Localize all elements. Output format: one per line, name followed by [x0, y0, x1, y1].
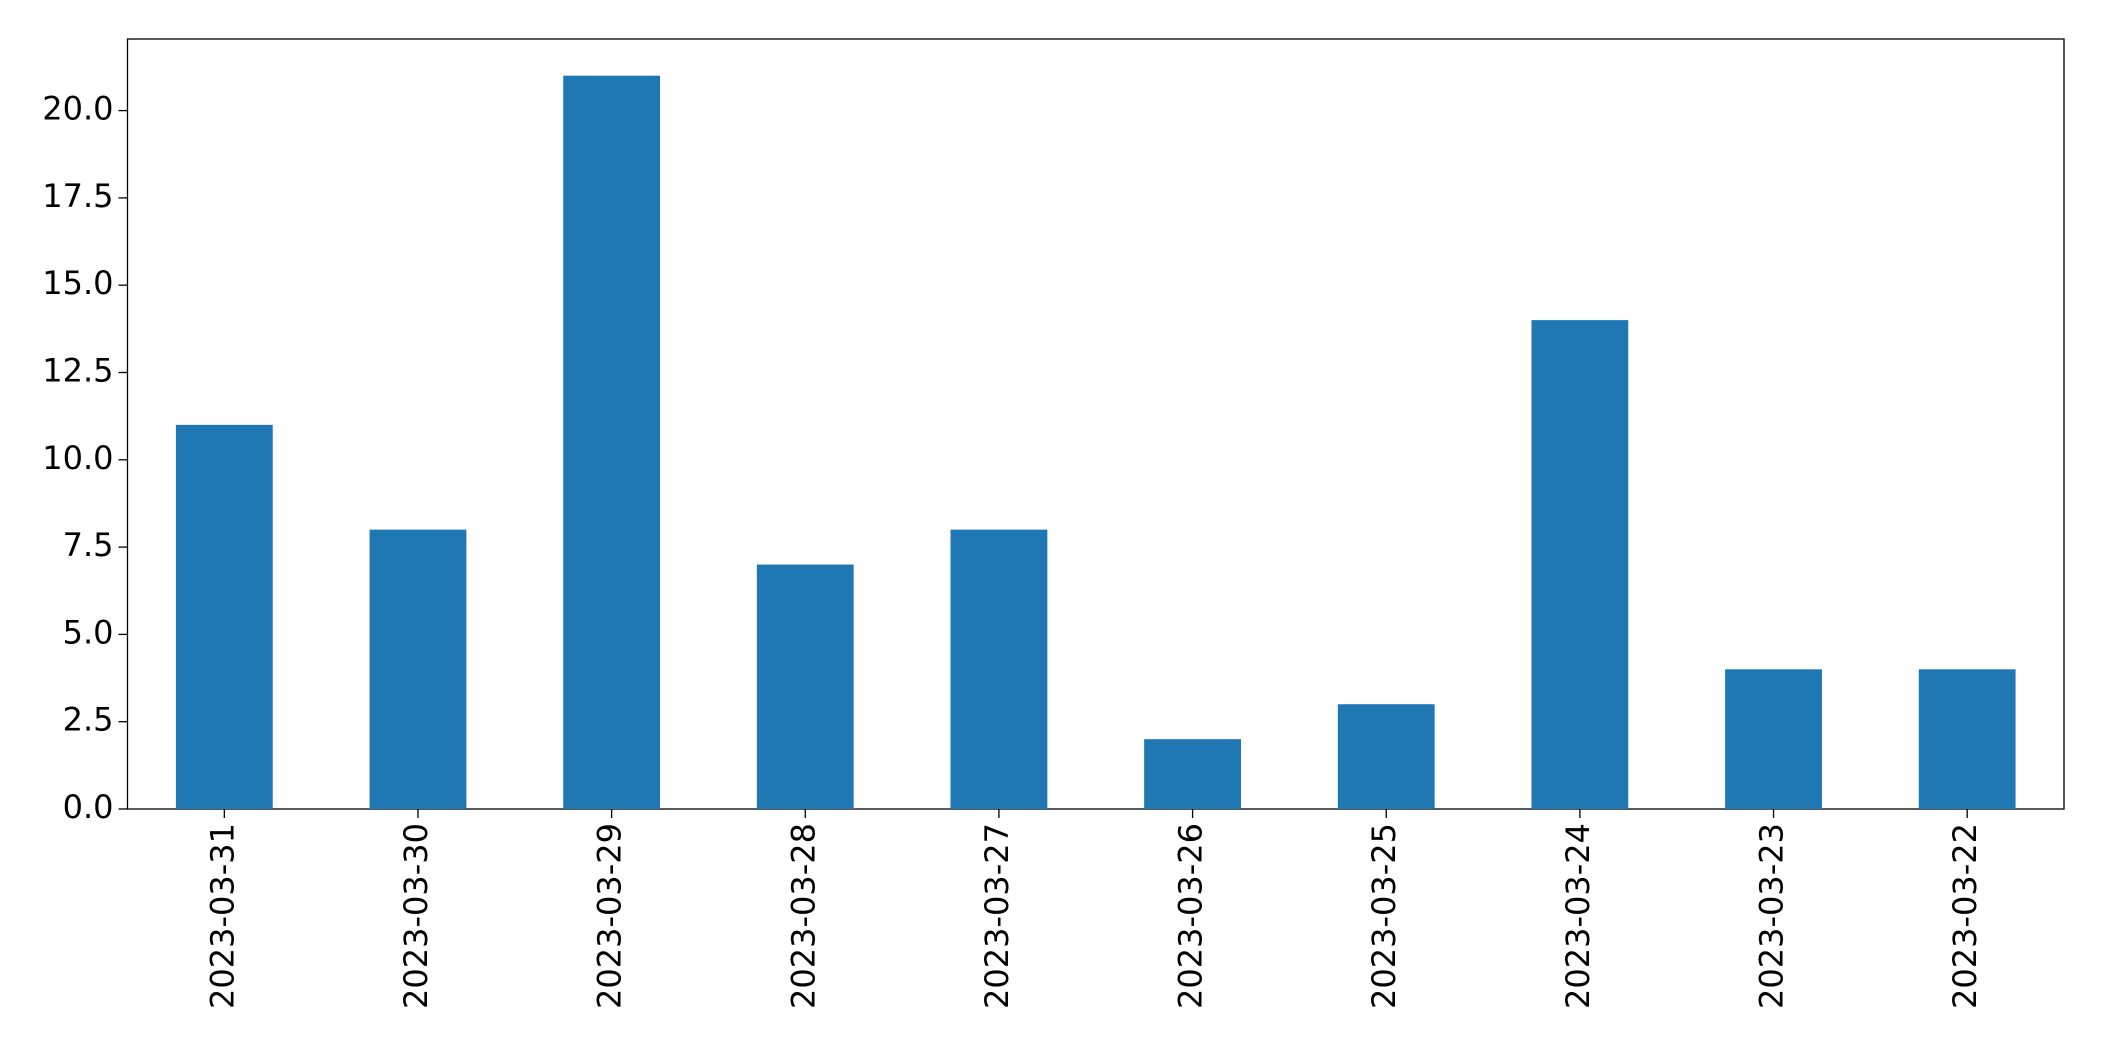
y-tick-label: 10.0	[42, 439, 113, 477]
bar	[1144, 739, 1241, 809]
x-tick-label: 2023-03-26	[1172, 823, 1210, 1009]
y-tick-label: 2.5	[63, 701, 114, 739]
bar	[950, 529, 1048, 809]
y-tick-label: 20.0	[42, 90, 113, 128]
bar	[756, 564, 854, 809]
y-tick-label: 17.5	[42, 177, 113, 215]
x-tick-label: 2023-03-25	[1365, 823, 1403, 1009]
bar	[369, 529, 467, 809]
bar	[1337, 704, 1435, 809]
x-tick-label: 2023-03-27	[978, 823, 1016, 1009]
plot-frame	[126, 38, 2065, 810]
y-tick-label: 0.0	[63, 788, 114, 826]
y-tick-label: 5.0	[63, 613, 114, 651]
x-tick-label: 2023-03-24	[1559, 823, 1597, 1009]
y-tick-label: 12.5	[42, 351, 113, 389]
bar	[563, 75, 661, 809]
bar	[175, 424, 273, 809]
bar	[1918, 669, 2016, 809]
x-tick-label: 2023-03-22	[1946, 823, 1984, 1009]
y-tick-label: 15.0	[42, 264, 113, 302]
x-tick-label: 2023-03-28	[784, 823, 822, 1009]
x-tick-label: 2023-03-29	[591, 823, 629, 1009]
y-tick-label: 7.5	[63, 526, 114, 564]
x-tick-label: 2023-03-30	[397, 823, 435, 1009]
bar	[1725, 669, 1822, 809]
x-tick-label: 2023-03-31	[203, 823, 241, 1009]
bar	[1531, 320, 1629, 809]
x-tick-label: 2023-03-23	[1753, 823, 1791, 1009]
